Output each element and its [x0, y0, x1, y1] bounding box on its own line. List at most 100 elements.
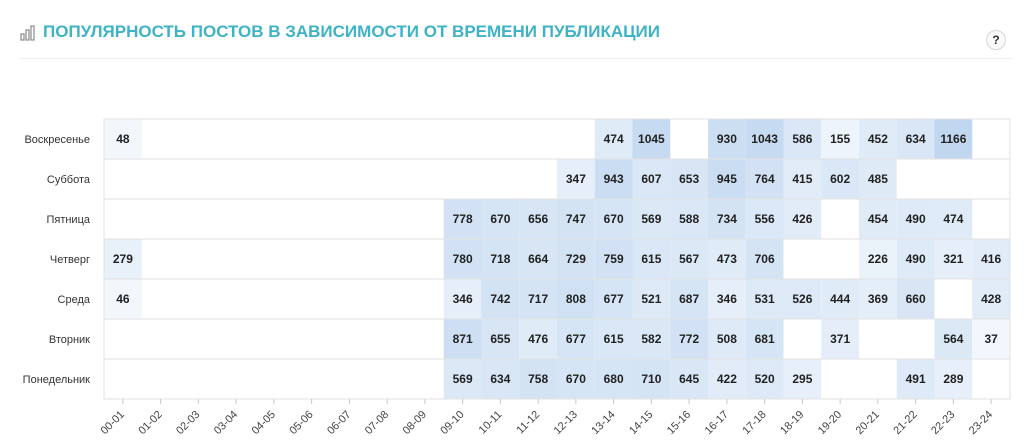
- cell-value-label: 346: [717, 292, 737, 306]
- cell-value-label: 710: [641, 372, 661, 386]
- heatmap-cell: [934, 359, 973, 399]
- cell-value-label: 615: [641, 252, 661, 266]
- cell-value-label: 734: [717, 212, 737, 226]
- cell-value-label: 416: [981, 252, 1001, 266]
- cell-value-label: 485: [868, 172, 888, 186]
- cell-value-label: 747: [566, 212, 586, 226]
- heatmap-cell: [821, 319, 859, 359]
- heatmap-cell: [896, 199, 935, 239]
- cell-value-label: 473: [717, 252, 737, 266]
- column-label: 15-16: [665, 409, 693, 437]
- heatmap-cell: [934, 319, 973, 359]
- cell-value-label: 444: [830, 292, 850, 306]
- cell-value-label: 742: [490, 292, 510, 306]
- heatmap-cell: [557, 279, 595, 319]
- cell-value-label: 670: [490, 212, 510, 226]
- cell-value-label: 634: [490, 372, 510, 386]
- chart-title: ПОПУЛЯРНОСТЬ ПОСТОВ В ЗАВИСИМОСТИ ОТ ВРЕ…: [43, 22, 660, 41]
- cell-value-label: 670: [604, 212, 624, 226]
- cell-value-label: 759: [604, 252, 624, 266]
- chart-header: ПОПУЛЯРНОСТЬ ПОСТОВ В ЗАВИСИМОСТИ ОТ ВРЕ…: [20, 18, 1012, 59]
- heatmap-cell: [443, 359, 482, 399]
- cell-value-label: 655: [490, 332, 510, 346]
- heatmap-cell: [594, 159, 633, 199]
- heatmap-cell: [632, 319, 671, 359]
- cell-value-label: 37: [984, 332, 998, 346]
- heatmap-cell: [594, 279, 633, 319]
- heatmap-cell: [104, 119, 142, 159]
- heatmap-cell: [859, 199, 897, 239]
- column-label: 23-24: [967, 409, 995, 437]
- cell-value-label: 808: [566, 292, 586, 306]
- heatmap-cell: [594, 239, 633, 279]
- cell-value-label: 602: [830, 172, 850, 186]
- column-label: 16-17: [703, 409, 731, 437]
- heatmap-cell: [632, 359, 671, 399]
- cell-value-label: 474: [943, 212, 963, 226]
- heatmap-cell: [821, 279, 859, 319]
- cell-value-label: 586: [792, 132, 812, 146]
- cell-value-label: 1045: [638, 132, 665, 146]
- cell-value-label: 680: [604, 372, 624, 386]
- column-label: 13-14: [589, 409, 617, 437]
- cell-value-label: 422: [717, 372, 737, 386]
- column-label: 01-02: [136, 409, 164, 437]
- cell-value-label: 778: [453, 212, 473, 226]
- heatmap-cell: [972, 279, 1010, 319]
- heatmap-cell: [104, 279, 142, 319]
- column-label: 12-13: [552, 409, 580, 437]
- heatmap-cell: [745, 239, 784, 279]
- cell-value-label: 490: [906, 212, 926, 226]
- heatmap-cell: [557, 159, 595, 199]
- cell-value-label: 615: [604, 332, 624, 346]
- column-label: 18-19: [778, 409, 806, 437]
- cell-value-label: 476: [528, 332, 548, 346]
- column-label: 09-10: [438, 409, 466, 437]
- row-label: Суббота: [47, 174, 91, 186]
- cell-value-label: 520: [755, 372, 775, 386]
- cell-value-label: 321: [943, 252, 963, 266]
- heatmap-cell: [783, 279, 822, 319]
- heatmap-cell: [783, 359, 822, 399]
- heatmap-cell: [557, 239, 595, 279]
- heatmap-cell: [443, 239, 482, 279]
- heatmap-cell: [783, 199, 822, 239]
- cell-value-label: 491: [906, 372, 926, 386]
- heatmap-cell: [557, 359, 595, 399]
- cell-value-label: 681: [755, 332, 775, 346]
- cell-value-label: 474: [604, 132, 624, 146]
- heatmap-cell: [443, 279, 482, 319]
- cell-value-label: 371: [830, 332, 850, 346]
- heatmap-cell: [443, 199, 482, 239]
- cell-value-label: 48: [116, 132, 130, 146]
- cell-value-label: 490: [906, 252, 926, 266]
- heatmap-cell: [670, 239, 708, 279]
- cell-value-label: 564: [943, 332, 963, 346]
- heatmap-cell: [745, 199, 784, 239]
- cell-value-label: 279: [113, 252, 133, 266]
- bar-chart-icon: [20, 25, 35, 41]
- cell-value-label: 346: [453, 292, 473, 306]
- cell-value-label: 706: [755, 252, 775, 266]
- heatmap-cell: [594, 119, 633, 159]
- heatmap-cell: [783, 159, 822, 199]
- cell-value-label: 729: [566, 252, 586, 266]
- heatmap-cell: [632, 159, 671, 199]
- cell-value-label: 347: [566, 172, 586, 186]
- column-label: 08-09: [401, 409, 429, 437]
- cell-value-label: 677: [604, 292, 624, 306]
- cell-value-label: 945: [717, 172, 737, 186]
- heatmap-cell: [896, 359, 935, 399]
- cell-value-label: 758: [528, 372, 548, 386]
- column-label: 07-08: [363, 409, 391, 437]
- heatmap-cell: [670, 279, 708, 319]
- cell-value-label: 670: [566, 372, 586, 386]
- heatmap-cell: [896, 239, 935, 279]
- cell-value-label: 582: [641, 332, 661, 346]
- cell-value-label: 1043: [751, 132, 778, 146]
- cell-value-label: 426: [792, 212, 812, 226]
- row-label: Среда: [58, 294, 91, 306]
- heatmap-cell: [708, 119, 746, 159]
- help-button[interactable]: ?: [986, 30, 1006, 50]
- cell-value-label: 634: [906, 132, 926, 146]
